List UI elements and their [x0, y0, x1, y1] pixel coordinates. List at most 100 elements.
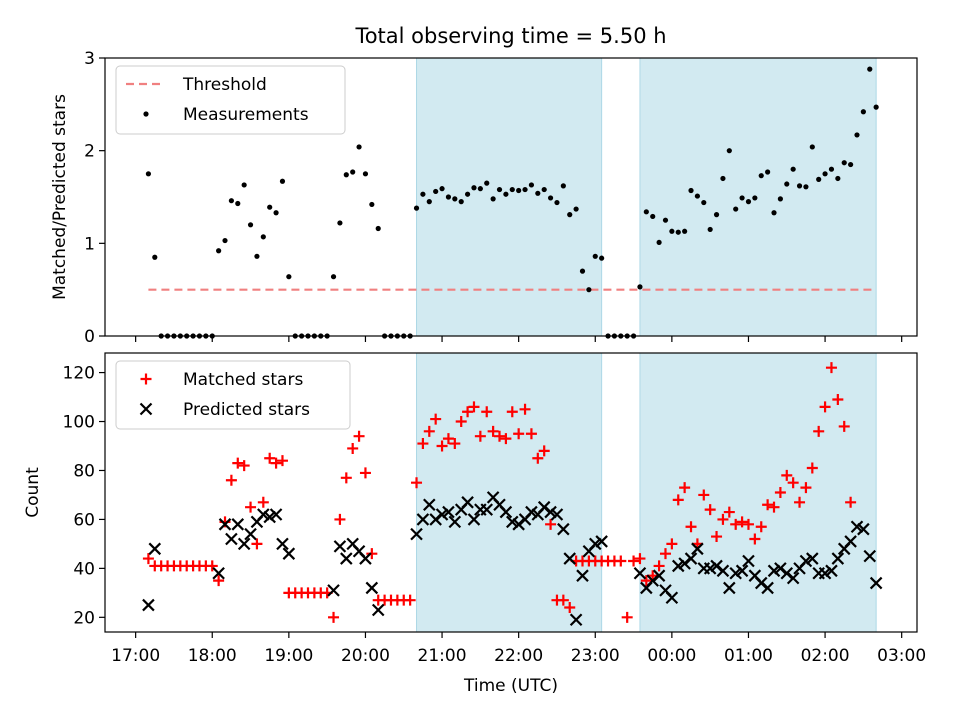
data-point: [442, 433, 454, 445]
data-point: [716, 564, 730, 578]
data-point: [735, 564, 749, 578]
data-point: [771, 210, 777, 216]
data-point: [666, 538, 678, 550]
x-tick-label: 22:00: [494, 646, 543, 666]
series-1: [143, 362, 857, 623]
data-point: [733, 206, 739, 212]
data-point: [717, 513, 729, 525]
data-point: [652, 569, 666, 582]
data-point: [439, 186, 445, 192]
x-tick-label: 00:00: [647, 646, 696, 666]
data-point: [781, 469, 793, 481]
data-point: [509, 186, 515, 193]
data-point: [480, 503, 494, 516]
legend-box: [115, 360, 351, 430]
shaded-span: [416, 352, 603, 633]
data-point: [650, 213, 656, 220]
data-point: [251, 538, 263, 550]
data-point: [831, 552, 845, 565]
data-point: [228, 198, 234, 204]
data-point: [682, 228, 688, 234]
data-point: [828, 166, 835, 172]
x-tick-label: 21:00: [418, 646, 467, 666]
data-point: [560, 183, 566, 189]
data-point: [232, 457, 244, 469]
data-point: [723, 506, 735, 518]
data-point: [685, 521, 697, 533]
x-tick-label: 17:00: [111, 646, 160, 666]
data-point: [557, 522, 570, 536]
data-point: [730, 518, 742, 530]
data-point: [420, 191, 426, 197]
data-point: [595, 535, 608, 548]
data-point: [333, 540, 347, 553]
data-point: [640, 575, 652, 587]
data-point: [519, 403, 531, 415]
data-point: [225, 474, 237, 486]
data-point: [786, 571, 800, 585]
data-point: [477, 186, 483, 192]
plot-frame: [104, 57, 918, 337]
data-point: [547, 195, 554, 201]
data-point: [672, 494, 684, 506]
data-point: [794, 496, 806, 508]
data-point: [599, 255, 605, 261]
legend-label: Measurements: [183, 105, 309, 125]
data-point: [659, 548, 671, 560]
data-point: [350, 169, 356, 175]
shaded-span: [639, 352, 877, 633]
shaded-span: [639, 57, 877, 337]
data-point: [334, 513, 346, 525]
data-point: [761, 581, 774, 595]
data-point: [462, 406, 474, 418]
data-point: [496, 186, 503, 193]
data-point: [330, 274, 337, 280]
data-point: [806, 462, 818, 474]
legend-marker: [140, 373, 152, 385]
data-point: [532, 452, 544, 464]
data-point: [455, 416, 467, 428]
data-point: [231, 518, 245, 531]
y-tick-label: 3: [84, 49, 95, 69]
x-tick-label: 18:00: [188, 646, 237, 666]
data-point: [576, 569, 589, 582]
data-point: [848, 161, 854, 168]
data-point: [554, 199, 560, 206]
plot-frame: [104, 352, 918, 633]
data-point: [633, 566, 647, 580]
x-tick-label: 02:00: [801, 646, 850, 666]
data-point: [736, 516, 748, 528]
data-point: [813, 425, 825, 437]
data-point: [653, 560, 665, 572]
data-point: [212, 566, 225, 580]
data-point: [423, 425, 435, 437]
data-point: [579, 268, 586, 274]
data-point: [838, 420, 850, 432]
y-tick-label: 120: [63, 364, 95, 384]
data-point: [433, 188, 439, 195]
data-point: [713, 212, 720, 218]
data-point: [359, 467, 371, 479]
data-point: [637, 284, 643, 290]
legend-box: [115, 65, 346, 135]
data-point: [621, 611, 633, 623]
y-tick-label: 2: [84, 142, 95, 162]
data-point: [371, 603, 385, 617]
y-tick-label: 80: [73, 461, 95, 481]
data-point: [337, 220, 343, 226]
data-point: [436, 440, 448, 452]
data-point: [145, 171, 152, 177]
y-axis-label: Matched/Predicted stars: [50, 94, 70, 300]
data-point: [665, 591, 679, 605]
data-point: [707, 226, 713, 233]
y-tick-label: 20: [73, 608, 95, 628]
data-point: [845, 496, 857, 508]
series-2: [142, 491, 883, 627]
data-point: [222, 237, 228, 244]
data-point: [430, 413, 442, 425]
data-point: [206, 560, 218, 572]
data-point: [869, 576, 883, 590]
data-point: [841, 160, 847, 166]
data-point: [762, 499, 774, 511]
data-point: [276, 537, 289, 551]
